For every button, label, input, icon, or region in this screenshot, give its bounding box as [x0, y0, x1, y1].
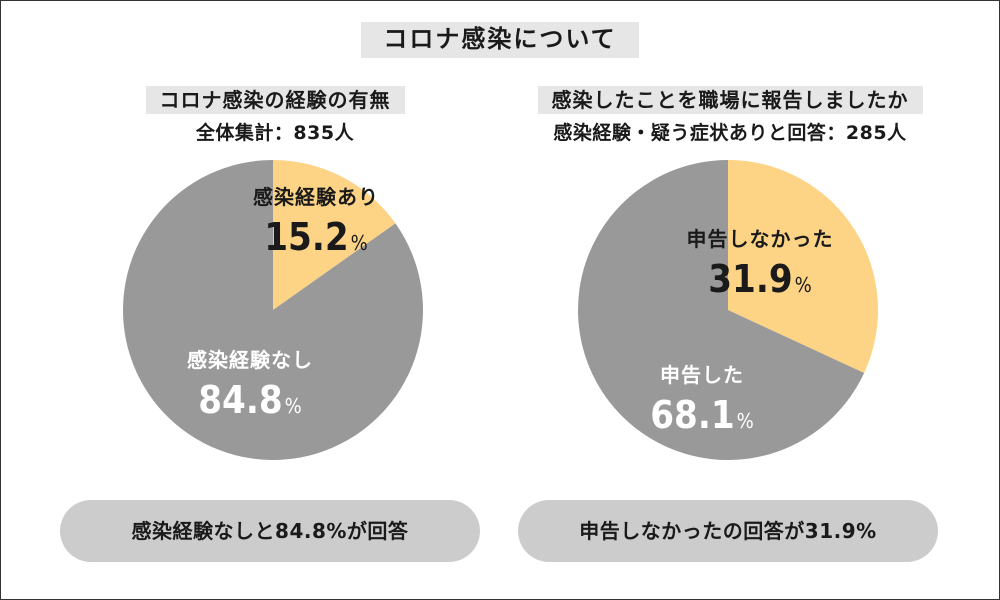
main-title-wrap: コロナ感染について: [0, 22, 1000, 58]
left-slice-value-1: 84.8%: [198, 378, 301, 422]
right-slice-label-1: 申告した: [660, 363, 744, 387]
right-pie-slice-0: [728, 160, 878, 374]
left-slice-label-0: 感染経験あり: [253, 185, 379, 209]
main-title: コロナ感染について: [361, 22, 639, 58]
left-slice-value-0: 15.2%: [264, 215, 367, 259]
left-chart-header: コロナ感染の経験の有無 全体集計：835人: [45, 86, 505, 145]
left-chart-title: コロナ感染の経験の有無: [145, 86, 405, 114]
right-chart-title: 感染したことを職場に報告しましたか: [537, 86, 923, 114]
right-chart-header: 感染したことを職場に報告しましたか 感染経験・疑う症状ありと回答：285人: [500, 86, 960, 145]
right-pie-chart: 申告しなかった 31.9 % 申告した 68.1%: [578, 160, 878, 461]
left-slice-label-1: 感染経験なし: [187, 348, 313, 372]
left-pie-slice-0: [273, 160, 396, 310]
left-summary-pill: 感染経験なしと84.8%が回答: [60, 500, 480, 562]
left-pie-chart: 感染経験あり 15.2 % 感染経験なし 84.8%: [123, 160, 424, 461]
right-pie-slice-1: [578, 160, 865, 461]
right-summary-pill: 申告しなかったの回答が31.9%: [518, 500, 938, 562]
left-chart-subtitle: 全体集計：835人: [195, 122, 355, 144]
right-chart-subtitle: 感染経験・疑う症状ありと回答：285人: [553, 122, 907, 144]
right-slice-value-0: 31.9%: [708, 257, 811, 301]
right-slice-value-1: 68.1%: [650, 393, 753, 437]
left-pie-slice-1: [123, 160, 424, 461]
right-slice-label-0: 申告しなかった: [687, 227, 834, 251]
